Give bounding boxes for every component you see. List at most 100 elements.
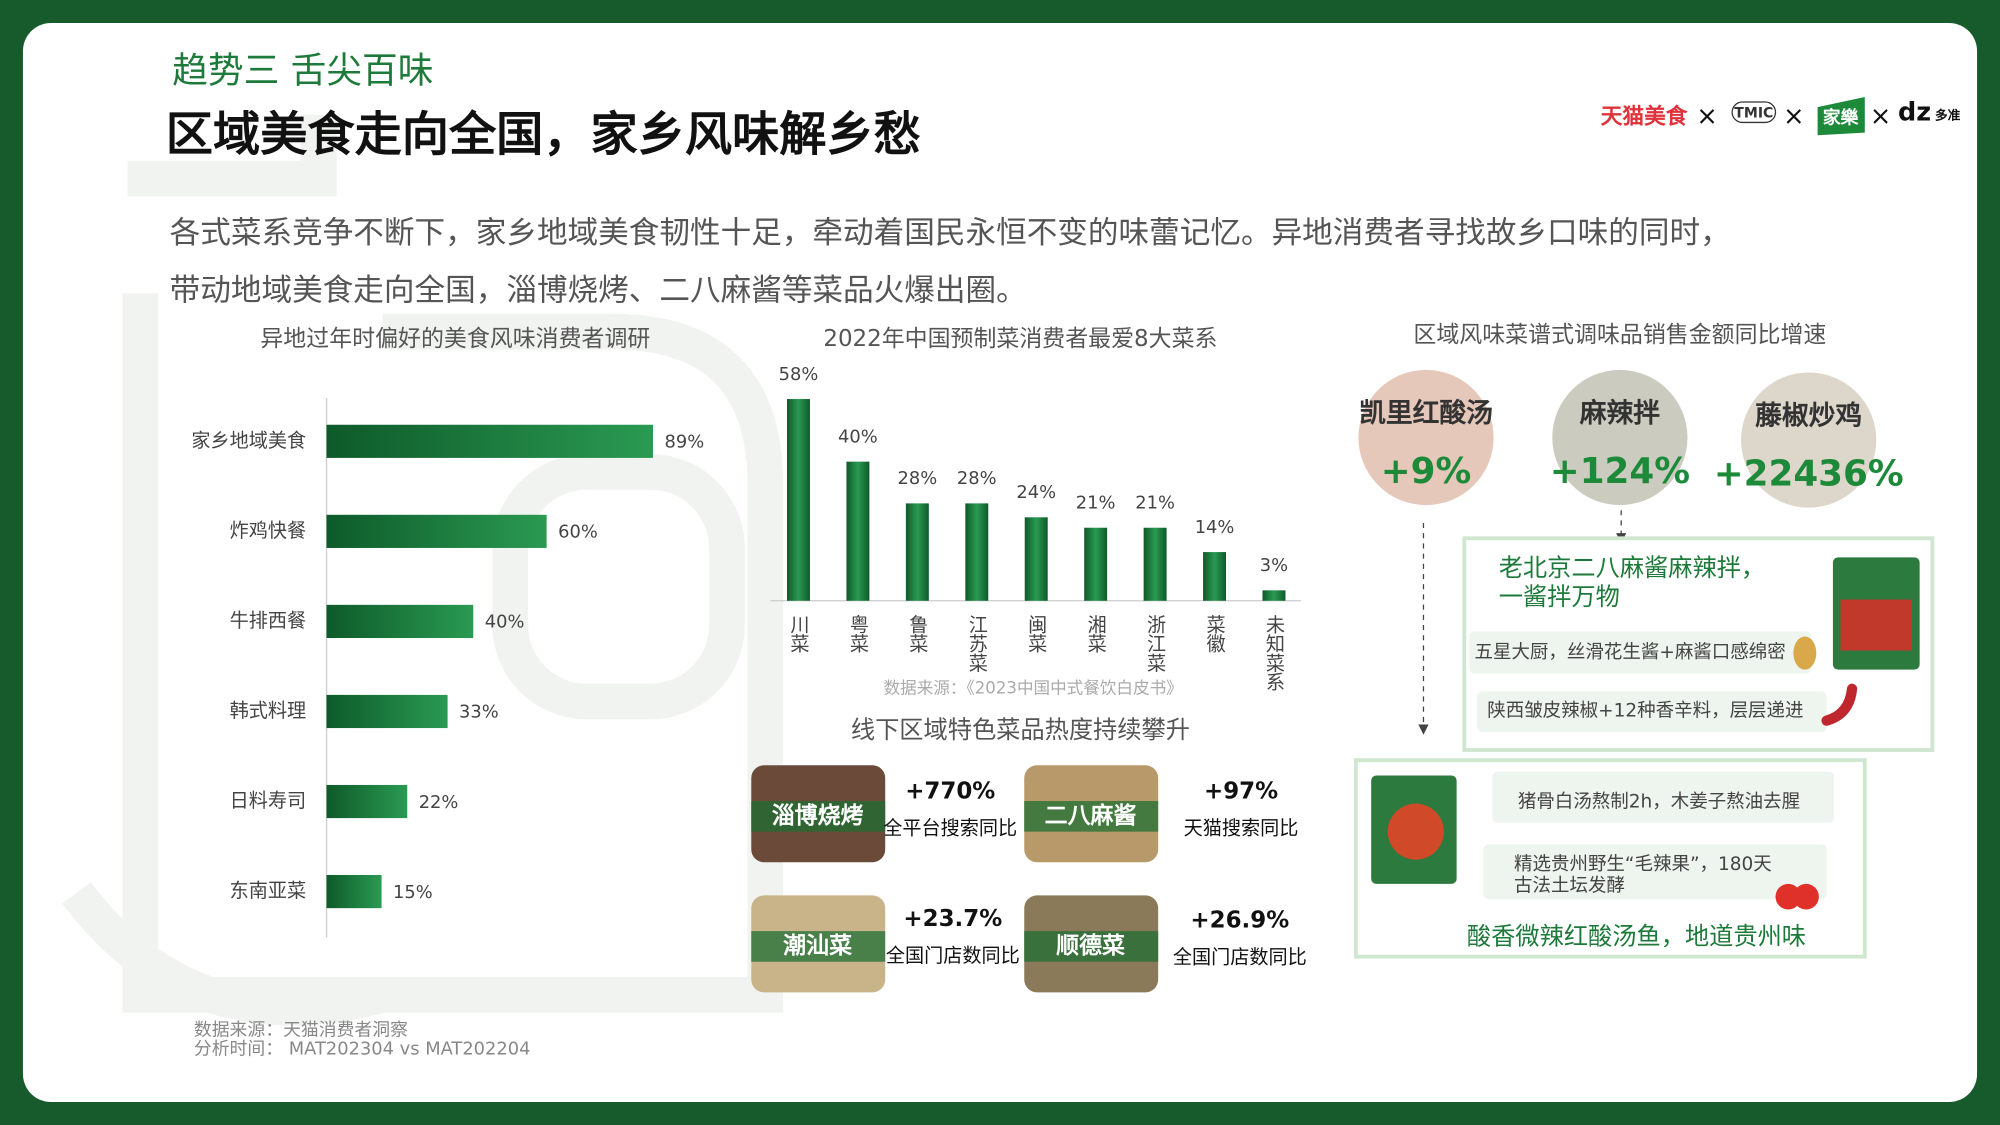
product-title: 老北京二八麻酱麻辣拌， <box>1499 554 1765 582</box>
dish-name: 顺德菜 <box>1056 932 1125 959</box>
value-label: 28% <box>898 468 938 489</box>
seasoning: 凯里红酸汤 +9% 麻辣拌 +124% 藤椒炒鸡 +22436% <box>1358 369 1904 508</box>
x-tick-label: 未知菜系 <box>1262 615 1285 692</box>
product-image-detail <box>1840 599 1912 651</box>
x-tick-label: 闽菜 <box>1025 615 1048 653</box>
value-label: 28% <box>957 468 997 489</box>
source: 数据来源：《2023中国中式餐饮白皮书》 <box>884 678 1183 697</box>
flavor-growth: +9% <box>1381 451 1472 492</box>
point-pill <box>1469 631 1812 674</box>
y-tick-label: 牛排西餐 <box>230 609 307 632</box>
dish-stat: +23.7% <box>903 906 1002 932</box>
dish-desc: 全国门店数同比 <box>1173 945 1307 968</box>
point: 陕西皱皮辣椒+12种香辛料，层层递进 <box>1487 701 1803 722</box>
y-tick-label: 日料寿司 <box>230 789 307 812</box>
footer: 分析时间： MAT202304 vs MAT202204 <box>194 1039 531 1060</box>
logo: TMIC <box>1734 106 1773 122</box>
dish-desc: 天猫搜索同比 <box>1184 817 1299 840</box>
flavor-name: 麻辣拌 <box>1580 397 1661 429</box>
value-label: 21% <box>1076 492 1116 513</box>
point: 五星大厨，丝滑花生酱+麻酱口感绵密 <box>1474 642 1785 663</box>
bar <box>1262 590 1286 601</box>
flavor-image <box>1552 369 1688 506</box>
bar <box>326 875 382 909</box>
x-tick-label: 浙江菜 <box>1144 615 1167 673</box>
logos: 天猫美食 × TMIC × 家樂 × dz 多准 <box>1601 96 1961 136</box>
title: 区域美食走向全国，家乡风味解乡愁 <box>166 108 921 163</box>
product-title: 一酱拌万物 <box>1499 583 1620 611</box>
value-label: 21% <box>1135 492 1175 513</box>
decor <box>62 114 784 1026</box>
dish-band <box>751 931 886 962</box>
logo: 多准 <box>1935 108 1961 124</box>
y-tick-label: 韩式料理 <box>230 699 307 722</box>
value-label: 40% <box>485 612 525 633</box>
dish-name: 潮汕菜 <box>783 933 852 959</box>
bar <box>1203 552 1227 601</box>
logo-frame <box>1731 101 1777 124</box>
flavor-image <box>1741 372 1877 508</box>
x-tick-label: 粤菜 <box>846 615 869 653</box>
dish-stat: +770% <box>905 779 995 805</box>
bar <box>326 424 654 458</box>
bar <box>326 514 547 548</box>
section-title: 线下区域特色菜品热度持续攀升 <box>851 716 1190 744</box>
x-tick-label: 江苏菜 <box>965 615 988 673</box>
dish-name: 二八麻酱 <box>1045 802 1137 829</box>
logo-x: × <box>1696 101 1717 131</box>
bar <box>326 694 448 729</box>
point: 古法土坛发酵 <box>1514 875 1625 896</box>
icon <box>1793 636 1817 670</box>
x-tick-label: 鲁菜 <box>906 615 929 653</box>
value-label: 89% <box>664 432 704 453</box>
subtitle: 趋势三 舌尖百味 <box>172 51 433 92</box>
bar <box>326 784 408 819</box>
value-label: 24% <box>1016 482 1056 503</box>
flavor-growth: +124% <box>1550 451 1690 492</box>
point-pill <box>1483 844 1827 900</box>
x-tick-label: 菜徽 <box>1203 615 1226 653</box>
value-label: 15% <box>393 882 433 903</box>
flavor-name: 藤椒炒鸡 <box>1755 401 1862 432</box>
dish-stat: +97% <box>1204 779 1278 805</box>
arrows <box>1422 510 1622 725</box>
value-label: 58% <box>779 364 819 385</box>
chart-title: 异地过年时偏好的美食风味消费者调研 <box>260 326 650 352</box>
chart-title: 2022年中国预制菜消费者最爱8大菜系 <box>823 326 1217 352</box>
y-tick-label: 炸鸡快餐 <box>230 519 307 542</box>
bar <box>846 461 870 601</box>
tagline: 酸香微辣红酸汤鱼，地道贵州味 <box>1467 923 1806 951</box>
dish-band <box>751 801 886 832</box>
icon <box>1821 683 1858 726</box>
point: 精选贵州野生“毛辣果”，180天 <box>1514 854 1772 875</box>
logo: dz <box>1898 98 1931 128</box>
footer: 数据来源：天猫消费者洞察 <box>194 1020 408 1041</box>
logo: 天猫美食 <box>1601 103 1688 129</box>
intro-line: 各式菜系竞争不断下，家乡地域美食韧性十足，牵动着国民永恒不变的味蕾记忆。异地消费… <box>170 216 1731 251</box>
intro-line: 带动地域美食走向全国，淄博烧烤、二八麻酱等菜品火爆出圈。 <box>170 274 1027 309</box>
dish-band <box>1024 801 1159 832</box>
value-label: 33% <box>459 702 499 723</box>
y-tick-label: 家乡地域美食 <box>191 429 306 452</box>
flavor-name: 凯里红酸汤 <box>1359 397 1493 429</box>
bar <box>905 503 929 601</box>
bar <box>1143 527 1167 601</box>
section-title: 区域风味菜谱式调味品销售金额同比增速 <box>1413 322 1826 348</box>
value-label: 14% <box>1195 517 1235 538</box>
value-label: 3% <box>1260 555 1288 576</box>
value-label: 40% <box>838 426 878 447</box>
icon <box>1793 883 1819 910</box>
value-label: 22% <box>419 792 459 813</box>
logo-x: × <box>1870 101 1891 131</box>
x-tick-label: 川菜 <box>787 615 810 653</box>
dish-band <box>1024 931 1159 962</box>
bar <box>1024 517 1048 601</box>
bar <box>786 399 810 601</box>
bar <box>1084 527 1108 601</box>
bar <box>326 604 474 639</box>
point-pill <box>1477 691 1827 733</box>
dish-name: 淄博烧烤 <box>772 802 864 829</box>
